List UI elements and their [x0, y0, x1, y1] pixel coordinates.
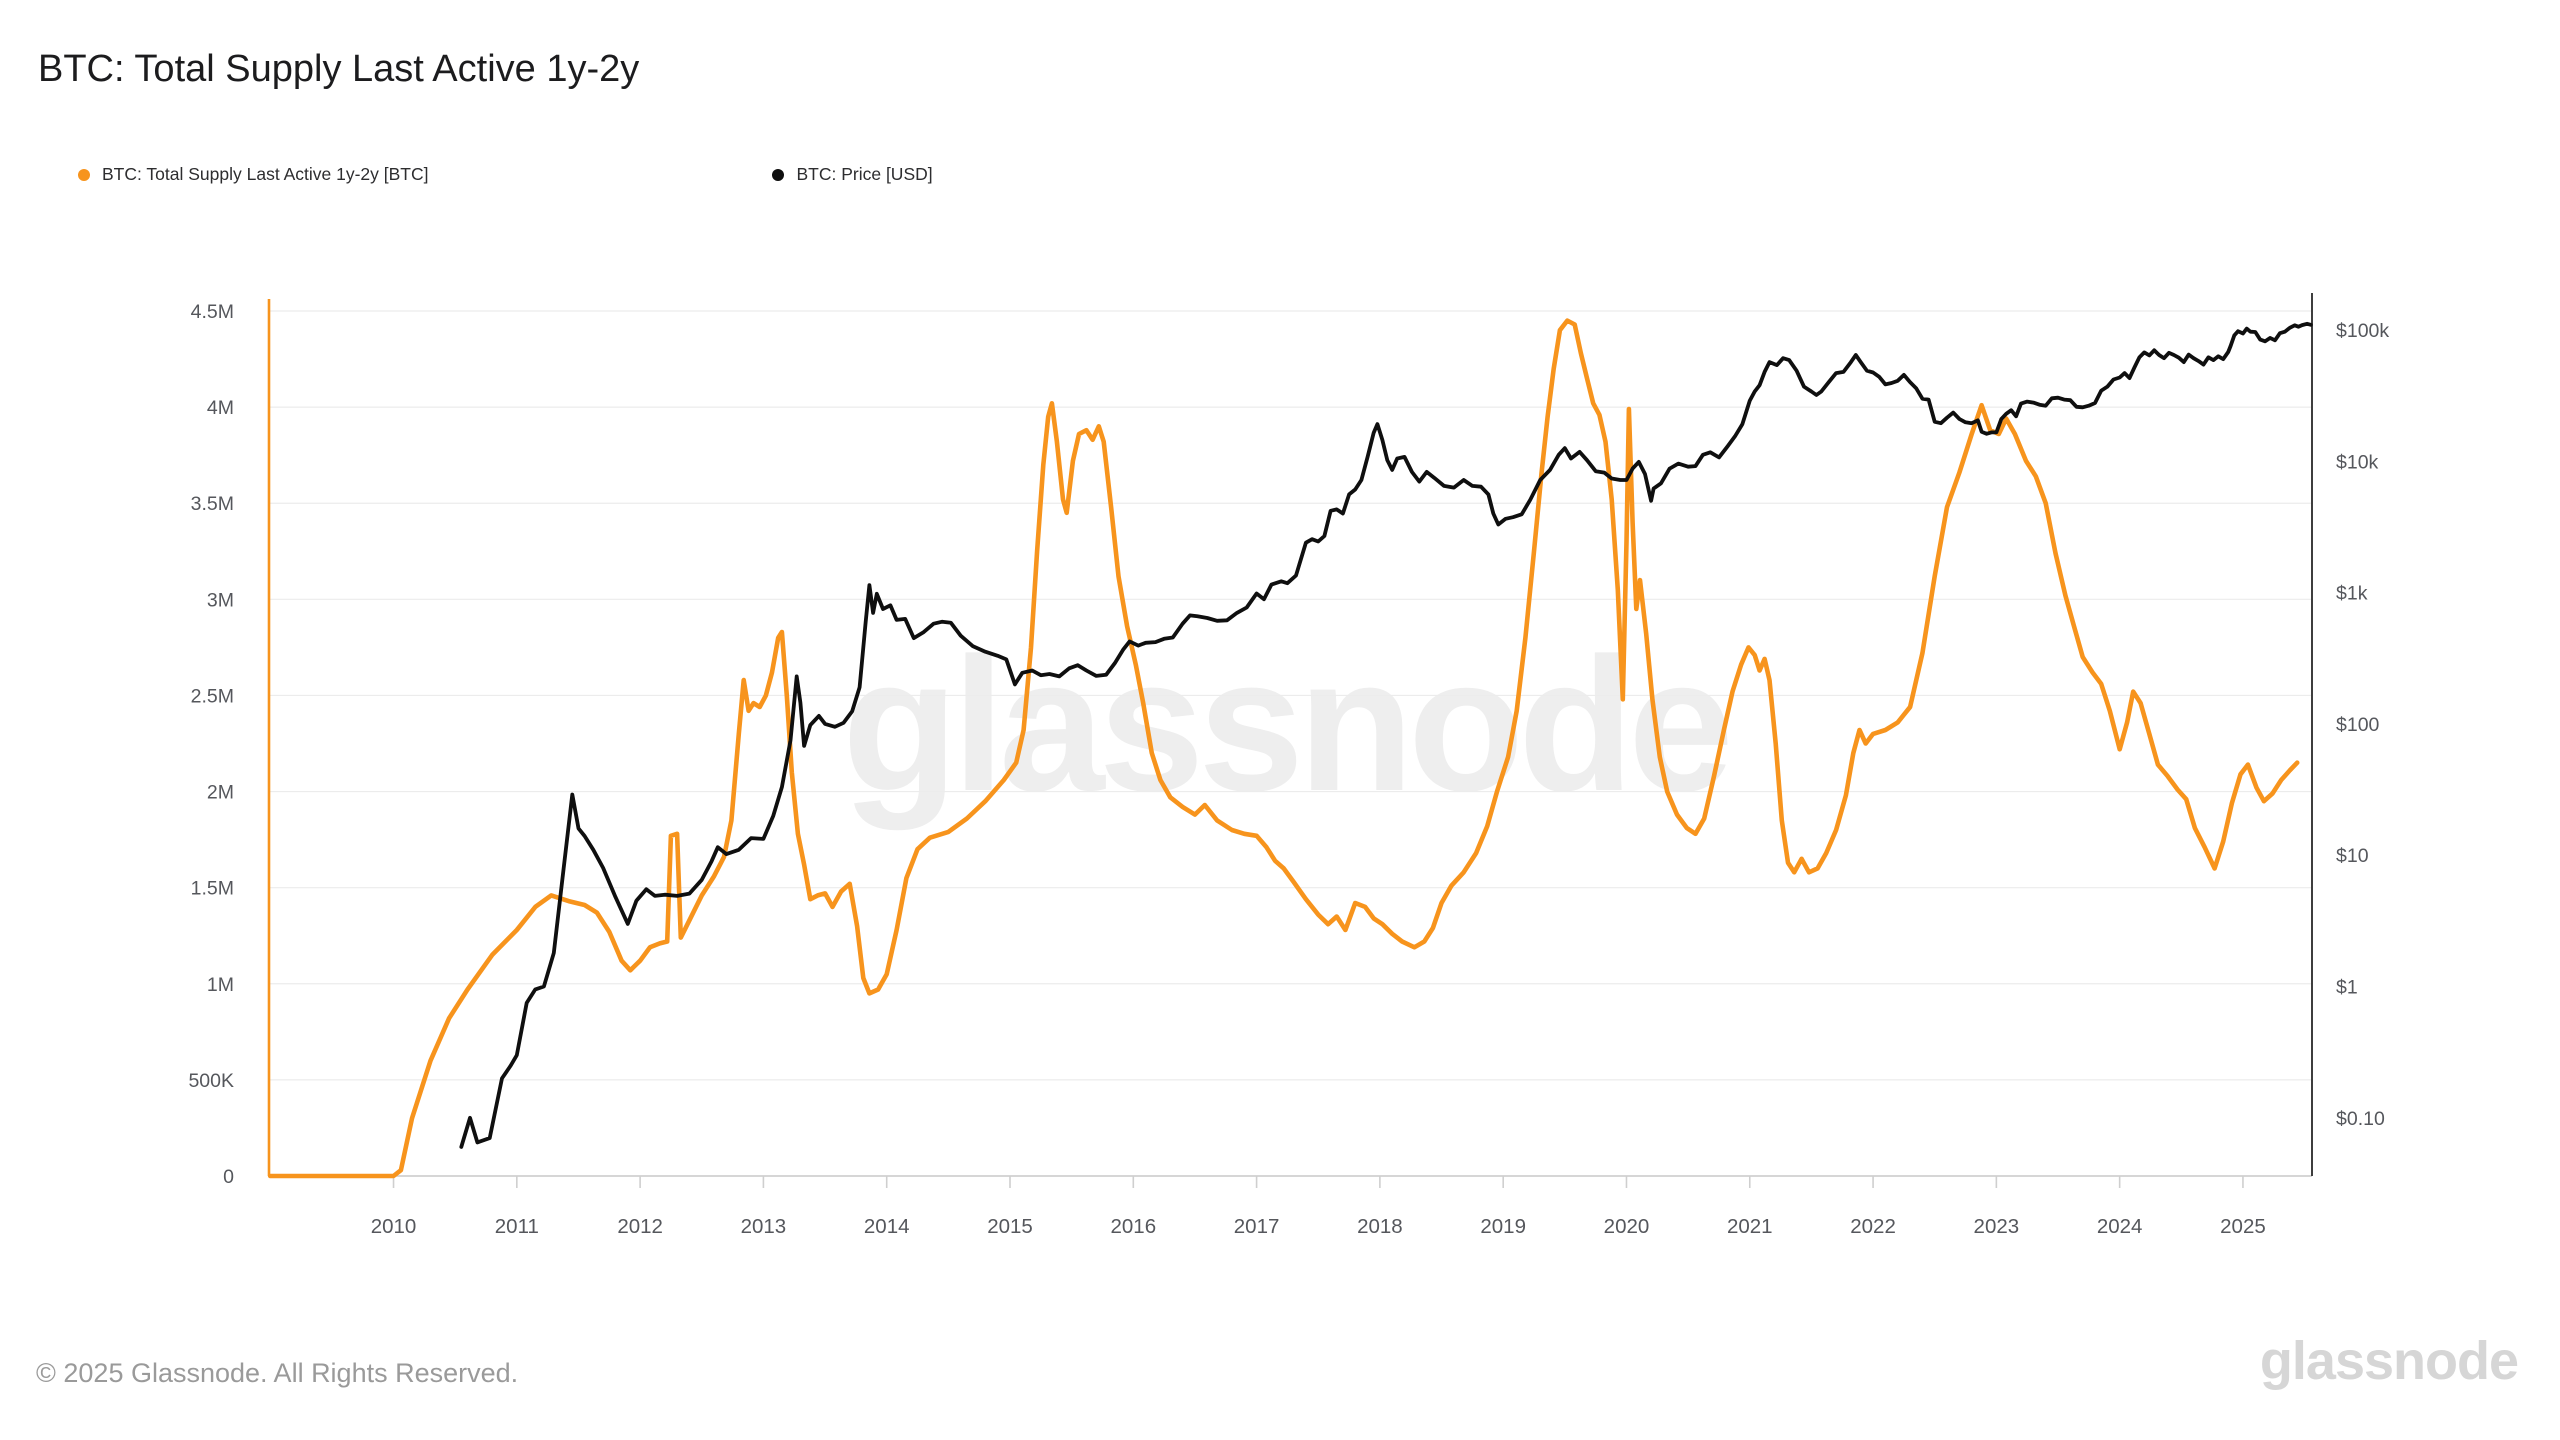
legend-item-price[interactable]: BTC: Price [USD] [772, 164, 933, 185]
supply-series-swatch-icon [78, 168, 90, 181]
x-axis-tick-label: 2010 [371, 1215, 417, 1238]
right-axis-tick-label: $0.10 [2336, 1108, 2385, 1130]
left-axis-tick-label: 1.5M [191, 878, 234, 900]
x-axis-tick-label: 2019 [1480, 1215, 1526, 1238]
right-axis-tick-label: $10k [2336, 451, 2379, 473]
x-axis-tick-label: 2018 [1357, 1215, 1403, 1238]
left-axis-tick-label: 3.5M [191, 493, 234, 515]
chart-legend: BTC: Total Supply Last Active 1y-2y [BTC… [78, 164, 933, 185]
left-axis-tick-label: 0 [223, 1166, 234, 1188]
right-axis-tick-label: $10 [2336, 845, 2369, 867]
x-axis-tick-label: 2012 [617, 1215, 663, 1238]
price-series-swatch-icon [772, 168, 785, 181]
left-axis-tick-label: 4.5M [191, 301, 234, 323]
left-axis-tick-label: 1M [207, 974, 234, 996]
supply-series-line [267, 318, 2300, 1179]
x-axis-tick-label: 2013 [741, 1215, 787, 1238]
x-axis-tick-label: 2023 [1974, 1215, 2020, 1238]
legend-item-supply[interactable]: BTC: Total Supply Last Active 1y-2y [BTC… [78, 164, 428, 185]
left-axis-tick-label: 500K [188, 1070, 234, 1092]
x-axis-tick-label: 2024 [2097, 1215, 2143, 1238]
x-axis-tick-label: 2014 [864, 1215, 910, 1238]
glassnode-logo: glassnode [2259, 1331, 2519, 1391]
legend-label-price: BTC: Price [USD] [796, 164, 933, 184]
legend-label-supply: BTC: Total Supply Last Active 1y-2y [BTC… [102, 164, 429, 184]
right-axis-tick-label: $100 [2336, 714, 2380, 736]
x-axis-tick-label: 2020 [1604, 1215, 1650, 1238]
price-series-line [459, 321, 2313, 1149]
right-axis-tick-label: $1k [2336, 583, 2368, 605]
left-axis-tick-label: 2M [207, 782, 234, 804]
right-axis-tick-label: $100k [2336, 320, 2389, 342]
x-axis-tick-label: 2022 [1850, 1215, 1896, 1238]
left-axis-tick-label: 4M [207, 397, 234, 419]
copyright-text: © 2025 Glassnode. All Rights Reserved. [36, 1358, 519, 1388]
watermark-text: glassnode [842, 619, 1728, 831]
x-axis-tick-label: 2015 [987, 1215, 1033, 1238]
x-axis-tick-label: 2021 [1727, 1215, 1773, 1238]
left-axis-tick-label: 3M [207, 589, 234, 611]
x-axis-tick-label: 2017 [1234, 1215, 1280, 1238]
page-title: BTC: Total Supply Last Active 1y-2y [38, 48, 640, 90]
x-axis-tick-label: 2025 [2220, 1215, 2266, 1238]
x-axis-tick-label: 2016 [1110, 1215, 1156, 1238]
left-axis-tick-label: 2.5M [191, 685, 234, 707]
x-axis-tick-label: 2011 [495, 1215, 539, 1238]
right-axis-tick-label: $1 [2336, 977, 2358, 999]
